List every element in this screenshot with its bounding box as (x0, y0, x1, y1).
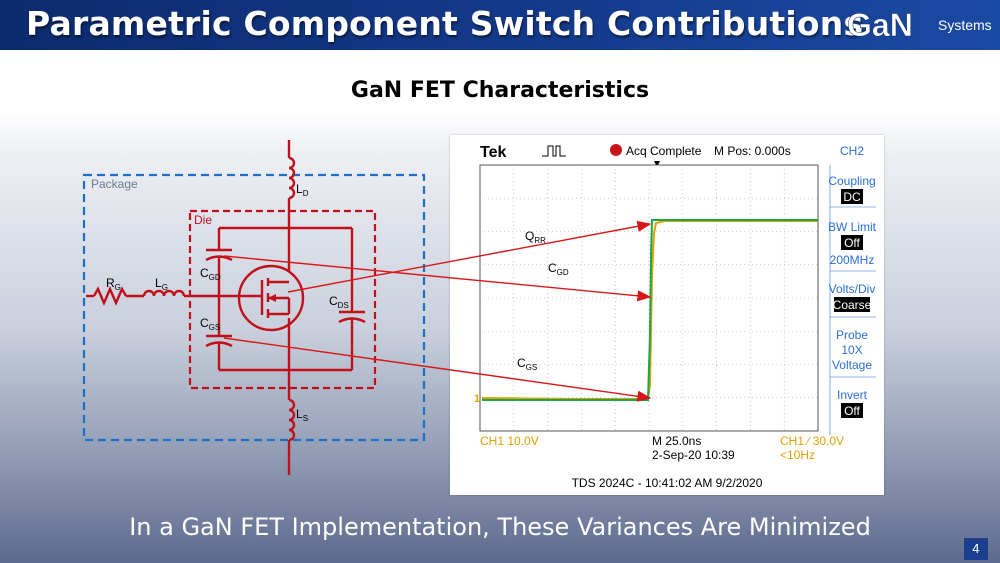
menu-invert-value: Off (844, 404, 860, 418)
section-subtitle: GaN FET Characteristics (350, 78, 650, 103)
footer-tagline: In a GaN FET Implementation, These Varia… (129, 513, 871, 541)
qrr-arrow (287, 220, 652, 293)
fet-symbol (237, 264, 305, 332)
scope-caption: TDS 2024C - 10:41:02 AM 9/2/2020 (572, 476, 763, 490)
ls-inductor (288, 398, 296, 442)
mpos-readout: M Pos: 0.000s (714, 144, 791, 158)
menu-probe-type: Voltage (832, 358, 872, 372)
tek-brand: Tek (480, 144, 506, 161)
cgs-arrow (223, 337, 652, 402)
package-boundary (82, 173, 426, 442)
ch1-marker: 1 (474, 393, 480, 405)
menu-volts-div: Volts/Div (829, 282, 876, 296)
ls-label: LS (296, 407, 308, 423)
timebase: M 25.0ns (652, 434, 701, 448)
menu-ch2: CH2 (840, 144, 864, 158)
scope-cgs-label: CGS (517, 356, 537, 372)
svg-text:Systems: Systems (938, 17, 992, 33)
svg-text:GaN: GaN (847, 7, 913, 43)
die-label: Die (194, 213, 212, 227)
rg-label: RG (106, 276, 121, 292)
gan-systems-logo: GaN Systems (847, 7, 992, 44)
die-boundary (188, 209, 377, 390)
package-label: Package (91, 177, 138, 191)
menu-bw-limit: BW Limit (828, 220, 877, 234)
cgd-label: CGD (200, 266, 221, 282)
scope-cgd-label: CGD (548, 261, 569, 277)
menu-bw-freq: 200MHz (830, 253, 875, 267)
menu-probe-x: 10X (841, 343, 862, 357)
qrr-label: QRR (525, 229, 546, 245)
menu-volts-value: Coarse (833, 298, 872, 312)
scope-date: 2-Sep-20 10:39 (652, 448, 735, 462)
trigger-level: CH1 ∕ 30.0V (780, 434, 844, 448)
acq-status: Acq Complete (626, 144, 702, 158)
page-number: 4 (964, 538, 988, 560)
cgd-arrow (223, 255, 652, 302)
rg-resistor (92, 285, 128, 307)
trigger-freq: <10Hz (780, 448, 815, 462)
menu-coupling: Coupling (828, 174, 875, 188)
menu-invert: Invert (837, 388, 868, 402)
ch1-scale: CH1 10.0V (480, 434, 539, 448)
ld-label: LD (296, 182, 309, 198)
menu-coupling-value: DC (843, 190, 861, 204)
cds-label: CDS (329, 294, 349, 310)
oscilloscope-screenshot: Tek Acq Complete M Pos: 0.000s 1 CH2 Cou… (450, 135, 884, 495)
menu-probe: Probe (836, 328, 868, 342)
cgs-label: CGS (200, 316, 220, 332)
menu-bw-value: Off (844, 236, 860, 250)
lg-label: LG (155, 276, 168, 292)
title-bar: Parametric Component Switch Contribution… (0, 0, 1000, 50)
slide-title: Parametric Component Switch Contribution… (26, 4, 864, 43)
ld-inductor (288, 156, 296, 200)
lg-inductor (142, 289, 186, 297)
